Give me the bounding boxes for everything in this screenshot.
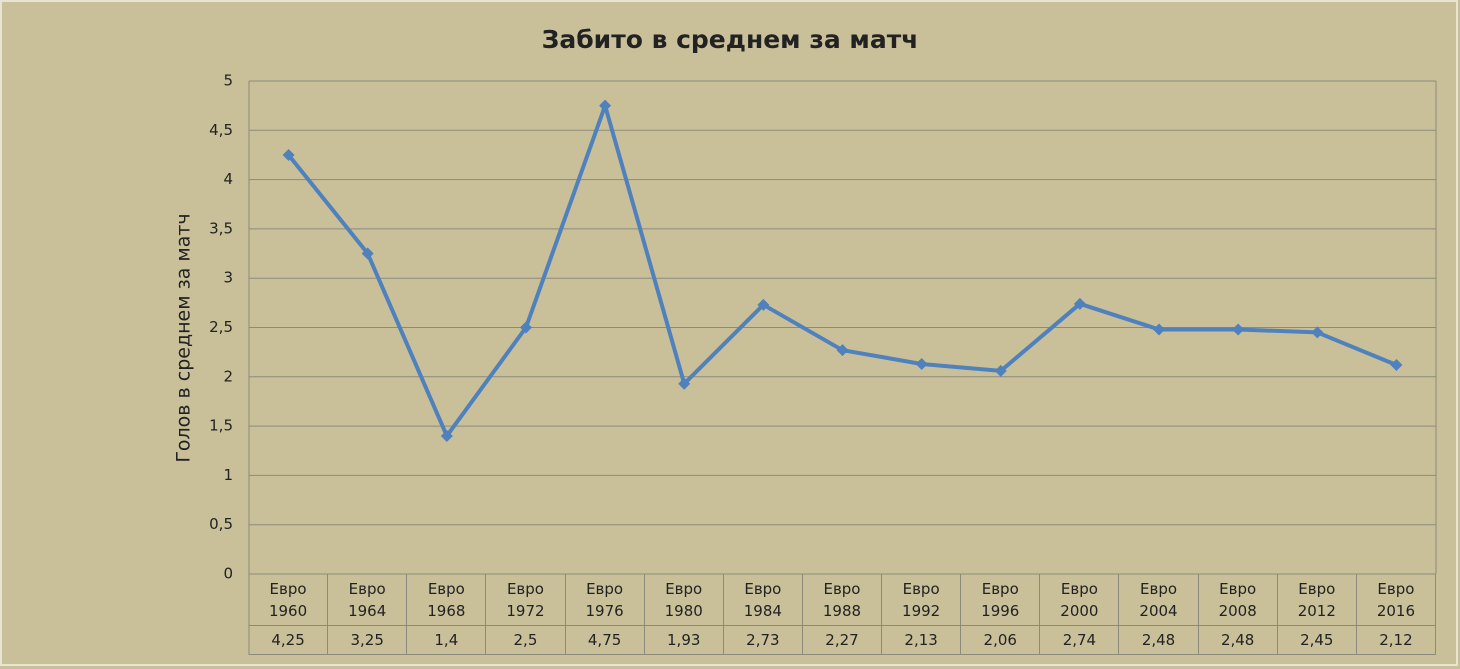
category-cell: Евро 1964 <box>328 574 408 626</box>
value-cell: 2,12 <box>1356 626 1436 655</box>
marker <box>915 357 928 370</box>
value-cell: 2,48 <box>1198 626 1278 655</box>
marker <box>836 344 849 357</box>
value-cell: 4,75 <box>565 626 645 655</box>
category-cell: Евро 1960 <box>249 574 329 626</box>
marker <box>1311 326 1324 339</box>
marker <box>757 298 770 311</box>
category-cell: Евро 2004 <box>1119 574 1199 626</box>
marker <box>994 364 1007 377</box>
category-cell: Евро 2016 <box>1356 574 1436 626</box>
category-cell: Евро 1992 <box>882 574 962 626</box>
category-cell: Евро 1988 <box>802 574 883 626</box>
y-tick-label: 4,5 <box>209 121 233 139</box>
value-cell: 2,74 <box>1040 626 1120 655</box>
y-tick-label: 5 <box>223 72 233 90</box>
marker <box>1073 297 1086 310</box>
chart-title: Забито в среднем за матч <box>542 25 919 54</box>
category-cell: Евро 1976 <box>565 574 645 626</box>
value-cell: 2,06 <box>961 626 1041 655</box>
y-tick-label: 1,5 <box>209 417 233 435</box>
value-cell: 2,27 <box>802 626 883 655</box>
y-tick-label: 3,5 <box>209 219 233 237</box>
category-cell: Евро 2012 <box>1277 574 1357 626</box>
value-cell: 3,25 <box>328 626 408 655</box>
value-cell: 1,93 <box>644 626 724 655</box>
marker <box>1153 323 1166 336</box>
y-axis-label: Голов в среднем за матч <box>173 213 195 462</box>
marker <box>361 247 374 260</box>
category-cell: Евро 1980 <box>644 574 724 626</box>
y-tick-label: 3 <box>223 269 233 287</box>
value-cell: 2,45 <box>1277 626 1357 655</box>
value-cell: 2,73 <box>723 626 803 655</box>
value-cell: 2,48 <box>1119 626 1199 655</box>
y-tick-label: 2,5 <box>209 318 233 336</box>
category-cell: Евро 2008 <box>1198 574 1278 626</box>
value-cell: 4,25 <box>249 626 329 655</box>
y-tick-label: 0,5 <box>209 515 233 533</box>
marker <box>1390 358 1403 371</box>
marker <box>282 148 295 161</box>
value-cell: 1,4 <box>407 626 487 655</box>
y-tick-label: 0 <box>223 565 233 583</box>
value-cell: 2,13 <box>882 626 962 655</box>
marker <box>440 429 453 442</box>
category-cell: Евро 1984 <box>723 574 803 626</box>
data-line <box>287 103 1398 438</box>
category-cell: Евро 2000 <box>1040 574 1120 626</box>
value-cell: 2,5 <box>486 626 566 655</box>
y-tick-label: 2 <box>223 367 233 385</box>
category-cell: Евро 1972 <box>486 574 566 626</box>
y-tick-label: 1 <box>223 466 233 484</box>
marker <box>1232 323 1245 336</box>
y-tick-label: 4 <box>223 170 233 188</box>
marker <box>519 321 532 334</box>
marker <box>678 377 691 390</box>
category-cell: Евро 1996 <box>961 574 1041 626</box>
category-cell: Евро 1968 <box>407 574 487 626</box>
marker <box>599 99 612 112</box>
